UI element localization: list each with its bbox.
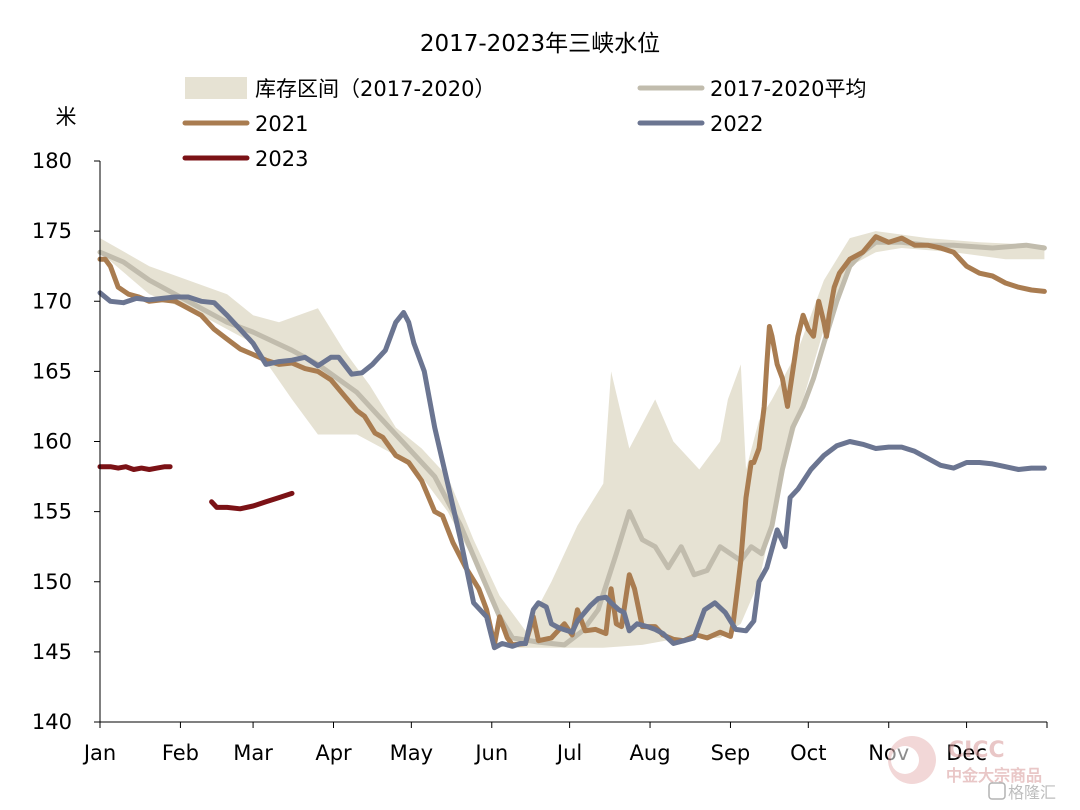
y-tick-label: 180 bbox=[32, 149, 72, 173]
y-tick-label: 145 bbox=[32, 640, 72, 664]
chart-title: 2017-2023年三峡水位 bbox=[420, 31, 660, 57]
y-tick-label: 165 bbox=[32, 359, 72, 383]
series-line-2017-2020平均 bbox=[97, 239, 1047, 648]
legend-swatch-band bbox=[185, 77, 247, 99]
y-tick-label: 155 bbox=[32, 500, 72, 524]
legend-label: 库存区间（2017-2020） bbox=[255, 77, 495, 101]
x-tick-label: Jun bbox=[473, 741, 508, 765]
y-tick-label: 160 bbox=[32, 430, 72, 454]
axes: 140 145 150 155 160 165 170 175 180 Jan Feb Mar Apr… bbox=[32, 149, 1048, 765]
legend-item: 2017-2020平均 bbox=[637, 77, 866, 101]
x-tick-label: Jul bbox=[555, 741, 582, 765]
legend: 库存区间（2017-2020） 2017-2020平均 2021 2022 2023 bbox=[182, 77, 866, 171]
x-tick-label: May bbox=[390, 741, 433, 765]
x-tick-label: Jan bbox=[82, 741, 116, 765]
secondary-logo-icon bbox=[988, 782, 1006, 800]
y-tick-label: 140 bbox=[32, 710, 72, 734]
x-tick-label: Feb bbox=[162, 741, 199, 765]
cicc-logo-inner bbox=[891, 746, 919, 774]
band-layer bbox=[100, 231, 1045, 648]
legend-label: 2021 bbox=[255, 112, 308, 136]
legend-item: 库存区间（2017-2020） bbox=[185, 77, 495, 101]
watermark: CICC 中金大宗商品 格隆汇 bbox=[888, 736, 1056, 802]
legend-item: 2023 bbox=[182, 147, 308, 171]
watermark-secondary: 格隆汇 bbox=[1008, 783, 1056, 802]
watermark-brand: CICC bbox=[948, 738, 1005, 763]
x-tick-label: Apr bbox=[315, 741, 352, 765]
x-tick-label: Aug bbox=[630, 741, 671, 765]
y-tick-label: 175 bbox=[32, 219, 72, 243]
legend-item: 2021 bbox=[182, 112, 308, 136]
x-tick-label: Mar bbox=[233, 741, 273, 765]
y-tick-label: 170 bbox=[32, 289, 72, 313]
legend-item: 2022 bbox=[637, 112, 763, 136]
legend-label: 2022 bbox=[710, 112, 763, 136]
watermark-brand-cn: 中金大宗商品 bbox=[946, 766, 1042, 785]
legend-label: 2023 bbox=[255, 147, 308, 171]
series-line-2022 bbox=[97, 290, 1047, 651]
plot-area bbox=[97, 231, 1047, 651]
series-line-2023-seg1 bbox=[97, 464, 173, 472]
x-tick-label: Dec bbox=[946, 741, 987, 765]
y-ticks: 140 145 150 155 160 165 170 175 180 bbox=[32, 149, 100, 734]
series-layer bbox=[97, 234, 1047, 651]
x-tick-label: Sep bbox=[711, 741, 751, 765]
band-range-2017-2020 bbox=[100, 231, 1045, 648]
legend-label: 2017-2020平均 bbox=[710, 77, 866, 101]
y-tick-label: 150 bbox=[32, 570, 72, 594]
x-tick-label: Oct bbox=[790, 741, 826, 765]
series-line-2021 bbox=[97, 234, 1047, 648]
y-axis-label: 米 bbox=[56, 105, 77, 129]
series-line-2023-seg2 bbox=[209, 490, 295, 512]
